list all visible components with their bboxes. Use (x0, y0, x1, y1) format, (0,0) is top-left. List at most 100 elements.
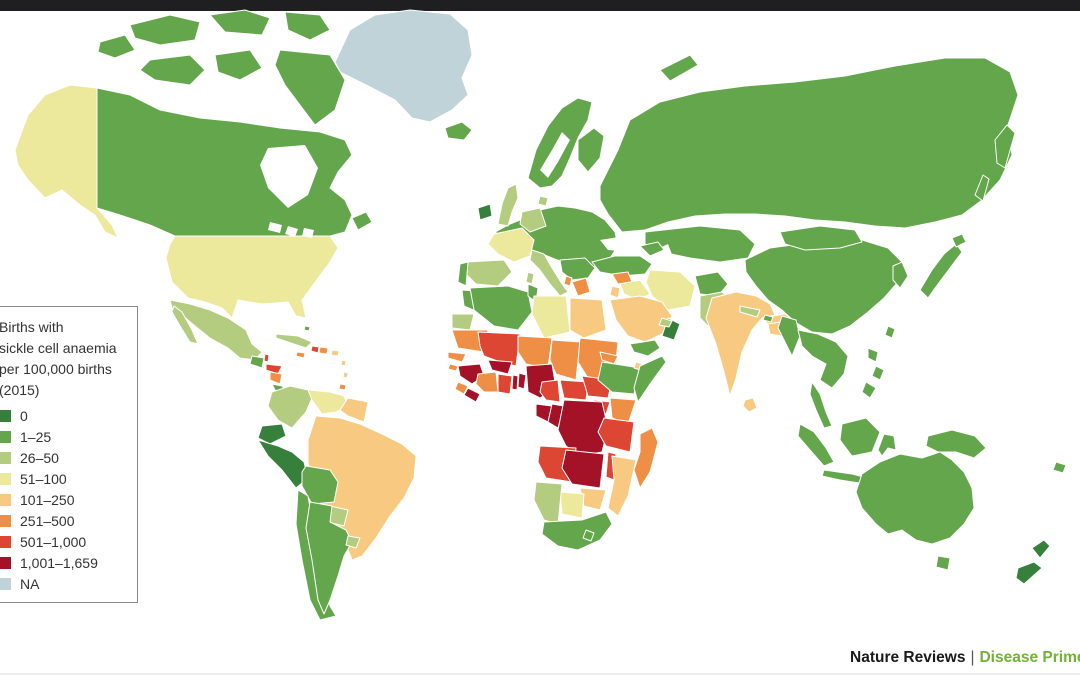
top-black-bar (0, 0, 1080, 11)
black-sea (600, 236, 638, 252)
region-western-sahara (451, 313, 475, 331)
arctic-island (139, 54, 206, 86)
country-india (705, 291, 776, 397)
country-nepal (739, 305, 761, 318)
country-philippines (867, 347, 879, 363)
country-france (487, 227, 535, 263)
legend-item: 0 (0, 405, 129, 426)
country-guinea-bissau (447, 363, 459, 372)
legend-item: 26–50 (0, 447, 129, 468)
legend-swatch (0, 451, 11, 464)
legend-swatch (0, 472, 11, 485)
country-australia (855, 451, 975, 545)
lesser-antilles (342, 371, 349, 379)
region-balkans (559, 257, 596, 281)
country-russia (599, 57, 1019, 233)
legend-title-line: per 100,000 births (0, 361, 112, 377)
country-algeria (469, 285, 533, 331)
legend-items: 0 1–25 26–50 51–100 101–250 251–500 501–… (0, 405, 129, 594)
country-new-zealand (1031, 539, 1051, 559)
country-greece (571, 277, 591, 297)
legend-swatch (0, 409, 11, 422)
country-greenland (334, 9, 473, 123)
legend-item: 501–1,000 (0, 531, 129, 552)
great-lake (285, 226, 298, 237)
country-saudi-arabia (609, 295, 673, 343)
country-liberia (463, 387, 481, 403)
legend-item: 51–100 (0, 468, 129, 489)
country-philippines (861, 381, 877, 399)
country-portugal (457, 261, 469, 287)
country-cameroon (539, 379, 561, 403)
country-new-zealand (1015, 561, 1043, 585)
island-sumatra (797, 423, 835, 467)
country-sri-lanka (742, 397, 758, 413)
region-caucasus (639, 241, 665, 257)
arctic-island (209, 9, 271, 36)
legend-item: 1,001–1,659 (0, 552, 129, 573)
hudson-bay (260, 145, 318, 208)
country-belize (263, 353, 270, 363)
arctic-island (129, 14, 201, 46)
country-south-africa (541, 511, 613, 551)
arctic-island (97, 34, 136, 59)
arctic-island (284, 11, 331, 41)
island-new-guinea (925, 429, 987, 459)
island-novaya-zemlya (659, 54, 699, 82)
country-peru (257, 439, 309, 489)
country-colombia (267, 385, 313, 429)
legend-item: 1–25 (0, 426, 129, 447)
legend-title-line: Births with (0, 319, 64, 335)
legend-item: 251–500 (0, 510, 129, 531)
legend-label: 501–1,000 (20, 533, 87, 550)
bottom-edge-line (0, 673, 1080, 675)
legend-swatch (0, 430, 11, 443)
country-mozambique (607, 455, 637, 517)
legend-swatch (0, 556, 11, 569)
country-bolivia (301, 465, 339, 505)
country-madagascar (633, 427, 659, 489)
country-trinidad (338, 383, 347, 391)
country-yemen (629, 339, 661, 357)
legend-swatch (0, 493, 11, 506)
legend-swatch (0, 577, 11, 590)
legend-label: NA (20, 575, 40, 592)
island-sakhalin (974, 174, 990, 202)
country-bahamas (303, 325, 311, 332)
arctic-island (274, 49, 346, 126)
country-ecuador (257, 423, 287, 445)
country-benin (517, 372, 527, 390)
country-niger (517, 335, 553, 369)
country-cote-divoire (475, 371, 499, 393)
region-korea (892, 261, 909, 289)
great-lake (268, 222, 282, 233)
country-botswana (559, 491, 585, 519)
country-spain (463, 259, 513, 287)
country-jordan (609, 285, 621, 299)
region-kamchatka (994, 124, 1016, 169)
country-usa (165, 235, 339, 319)
country-central-african-republic (559, 379, 589, 401)
country-senegal (447, 351, 467, 363)
legend-label: 26–50 (20, 449, 59, 466)
country-libya (531, 295, 571, 339)
country-ghana (497, 373, 513, 395)
country-cuba (275, 333, 313, 349)
legend-title: Births with sickle cell anaemia per 100,… (0, 317, 129, 401)
legend-swatch (0, 514, 11, 527)
arctic-island (214, 49, 263, 81)
state-alaska (14, 84, 119, 239)
island-hokkaido (951, 233, 967, 248)
legend-item: 101–250 (0, 489, 129, 510)
country-mexico-baja (171, 305, 199, 345)
legend-title-line: sickle cell anaemia (0, 340, 117, 356)
journal-attribution: Nature Reviews|Disease Primers (850, 649, 1080, 667)
country-burkina-faso (487, 359, 513, 375)
country-germany (519, 207, 547, 233)
country-haiti (310, 345, 320, 354)
island-sardinia (525, 271, 535, 285)
country-afghanistan (694, 271, 729, 297)
country-somalia (633, 355, 667, 403)
country-puerto-rico (330, 349, 340, 357)
country-lesotho (582, 529, 595, 542)
